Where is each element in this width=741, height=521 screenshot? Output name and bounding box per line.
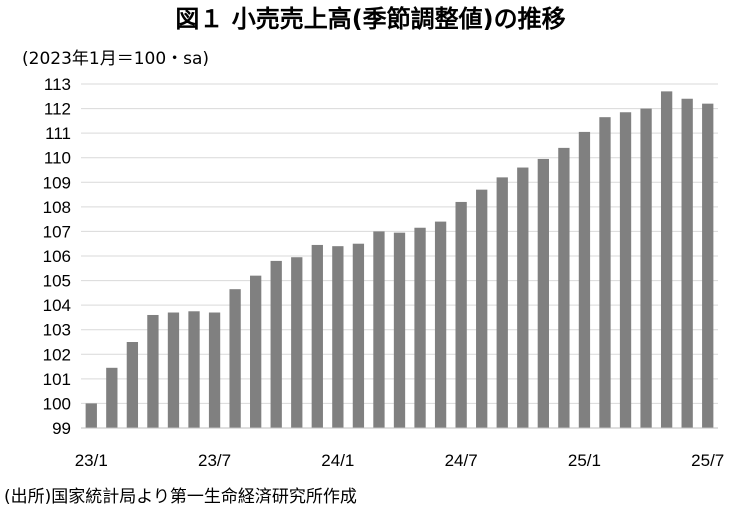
bar-24/6 xyxy=(434,221,447,428)
bar-23/2 xyxy=(106,367,118,428)
bar-24/2 xyxy=(352,243,365,428)
y-tick-label: 102 xyxy=(43,345,71,364)
bar-25/6 xyxy=(681,98,693,428)
bar-24/8 xyxy=(476,189,488,428)
bar-24/4 xyxy=(393,232,406,428)
y-axis-unit-label: (2023年1月＝100・sa) xyxy=(22,49,210,69)
bar-23/9 xyxy=(250,275,262,428)
bar-24/5 xyxy=(414,227,426,428)
y-tick-label: 107 xyxy=(43,222,71,241)
bar-23/10 xyxy=(270,260,282,428)
x-tick-label: 25/7 xyxy=(691,451,724,470)
bar-24/10 xyxy=(517,167,529,429)
y-tick-label: 106 xyxy=(43,247,71,266)
bar-25/5 xyxy=(660,91,673,428)
bar-24/12 xyxy=(558,147,570,428)
y-tick-label: 109 xyxy=(43,173,71,192)
y-tick-label: 110 xyxy=(44,149,71,168)
bar-24/7 xyxy=(455,201,467,428)
bar-23/7 xyxy=(208,312,221,428)
bar-25/2 xyxy=(599,117,611,429)
bar-23/3 xyxy=(126,342,139,428)
chart-title: 図１ 小売売上高(季節調整値)の推移 xyxy=(175,5,566,33)
bar-25/3 xyxy=(619,112,632,428)
x-tick-label: 24/1 xyxy=(321,451,354,470)
bar-24/3 xyxy=(373,231,385,428)
bar-23/5 xyxy=(167,312,180,428)
bar-25/1 xyxy=(578,131,591,428)
y-tick-label: 105 xyxy=(43,272,71,291)
bar-24/9 xyxy=(496,177,508,428)
bar-25/7 xyxy=(702,103,714,429)
x-tick-labels: 23/1 23/7 24/1 24/7 25/1 25/7 xyxy=(75,451,725,470)
y-tick-label: 104 xyxy=(43,296,71,315)
bar-23/6 xyxy=(188,311,200,428)
bar-23/1 xyxy=(85,403,97,428)
y-tick-label: 108 xyxy=(43,198,71,217)
y-tick-label: 113 xyxy=(44,75,71,94)
y-tick-label: 101 xyxy=(43,370,71,389)
x-tick-label: 24/7 xyxy=(445,451,478,470)
y-tick-label: 111 xyxy=(45,124,71,143)
bar-23/11 xyxy=(291,257,303,428)
bar-24/1 xyxy=(332,246,344,428)
x-tick-label: 23/7 xyxy=(198,451,231,470)
bars xyxy=(85,91,714,429)
bar-24/11 xyxy=(537,158,549,428)
bar-23/8 xyxy=(229,289,241,428)
x-tick-label: 23/1 xyxy=(75,451,108,470)
y-tick-labels: 99 100 101 102 103 104 105 106 107 108 109 110 111 11… xyxy=(43,75,71,438)
bar-23/12 xyxy=(311,244,323,428)
source-note: (出所)国家統計局より第一生命経済研究所作成 xyxy=(4,487,357,507)
bar-25/4 xyxy=(640,108,652,429)
x-tick-label: 25/1 xyxy=(568,451,601,470)
y-tick-label: 100 xyxy=(43,394,71,413)
y-tick-label: 99 xyxy=(52,419,71,438)
y-tick-label: 103 xyxy=(43,321,71,340)
bar-23/4 xyxy=(147,314,159,428)
y-tick-label: 112 xyxy=(44,100,71,119)
